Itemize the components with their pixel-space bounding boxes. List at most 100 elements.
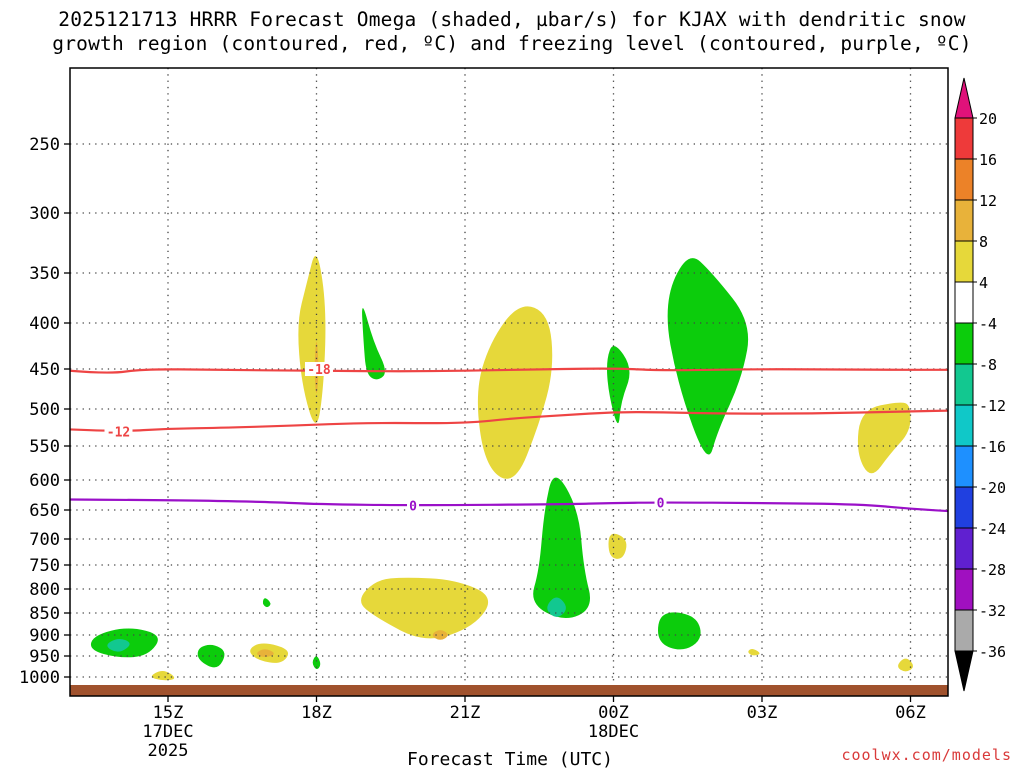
y-tick-label-700: 700 (29, 530, 60, 550)
omega-region-upward-9 (608, 533, 627, 559)
colorbar-bin--20-to--16 (954, 445, 974, 488)
omega-shading (90, 18, 913, 681)
contour-label-1: -12 (107, 426, 130, 441)
y-tick-label-450: 450 (29, 360, 60, 380)
omega-colorbar: 20 16 12 8 4 -4 -8 -12 -16 -20 -24 -28 -32 -36 (954, 77, 1006, 692)
omega-region-upward-0 (298, 256, 326, 423)
colorbar-bin--28-to--24 (954, 527, 974, 570)
colorbar-label-12: 12 (979, 192, 997, 210)
x-tick-label-00Z: 00Z (598, 703, 629, 723)
y-tick-label-500: 500 (29, 400, 60, 420)
omega-region-upward-22 (898, 658, 913, 672)
grid-lines (70, 68, 948, 696)
omega-region-upward-6 (857, 402, 911, 474)
colorbar-bin--36-to--32 (954, 609, 974, 652)
y-tick-label-550: 550 (29, 437, 60, 457)
contour-line--18 (70, 367, 948, 374)
colorbar-arrow-top (954, 77, 974, 119)
contour-label-2: 0 (409, 499, 417, 514)
omega-region-downward-2 (362, 308, 385, 380)
omega-region-upward-18 (151, 671, 175, 681)
contour-label-bg-2 (407, 498, 420, 513)
colorbar-bin--16-to--12 (954, 404, 974, 447)
colorbar-bin--24-to--20 (954, 486, 974, 529)
colorbar-bin-16-to-20 (954, 117, 974, 160)
omega-region-upward-21 (748, 648, 760, 656)
y-tick-label-1000: 1000 (19, 668, 60, 688)
terrain-ground (70, 685, 948, 696)
colorbar-bin-12-to-16 (954, 158, 974, 201)
y-tick-label-900: 900 (29, 626, 60, 646)
terrain-band (70, 685, 948, 696)
contour-label-bg-1 (104, 424, 133, 439)
contour-line-0 (70, 498, 948, 513)
y-tick-label-850: 850 (29, 604, 60, 624)
x-tick-label-03Z: 03Z (747, 703, 778, 723)
y-tick-label-600: 600 (29, 471, 60, 491)
contour-lines: -18 -12 0 0 (70, 362, 948, 514)
omega-region-downward-19 (262, 598, 271, 608)
colorbar-label--4: -4 (979, 315, 997, 333)
omega-region-downward-8 (547, 597, 566, 617)
credit-text[interactable]: coolwx.com/models (841, 746, 1012, 764)
omega-region-downward-23 (833, 18, 840, 34)
x-tick-date-00Z: 18DEC (588, 722, 639, 742)
colorbar-label--32: -32 (979, 602, 1006, 620)
contour-label-0: -18 (307, 363, 331, 378)
colorbar-bin--8-to--4 (954, 322, 974, 365)
omega-region-downward-5 (667, 258, 749, 455)
x-tick-label-15Z: 15Z (153, 703, 184, 723)
x-tick-label-21Z: 21Z (450, 703, 481, 723)
colorbar-label-16: 16 (979, 151, 997, 169)
colorbar-label--12: -12 (979, 397, 1006, 415)
colorbar-bin--32-to--28 (954, 568, 974, 611)
y-tick-label-650: 650 (29, 501, 60, 521)
omega-region-upward-10 (361, 577, 489, 639)
omega-region-downward-20 (312, 656, 321, 670)
contour-line--12 (70, 409, 948, 432)
contour-label-3: 0 (657, 496, 665, 511)
colorbar-label-20: 20 (979, 110, 997, 128)
contour-label-bg-0 (304, 362, 333, 376)
omega-region-upward-17 (257, 649, 274, 658)
omega-region-upward-11 (432, 630, 448, 640)
title-line-1: 2025121713 HRRR Forecast Omega (shaded, … (58, 8, 966, 31)
y-tick-label-250: 250 (29, 135, 60, 155)
colorbar-arrow-bottom (954, 650, 974, 692)
colorbar-label--8: -8 (979, 356, 997, 374)
plot-border (69, 67, 949, 697)
omega-region-downward-4 (607, 346, 630, 424)
colorbar-bin--12-to--8 (954, 363, 974, 406)
chart-title: 2025121713 HRRR Forecast Omega (shaded, … (0, 8, 1024, 56)
colorbar-bin-4-to-8 (954, 240, 974, 283)
y-tick-label-300: 300 (29, 204, 60, 224)
colorbar-bin--4-to-4 (954, 281, 974, 324)
title-line-2: growth region (contoured, red, ºC) and f… (52, 32, 972, 55)
colorbar-bin-8-to-12 (954, 199, 974, 242)
colorbar-label-4: 4 (979, 274, 988, 292)
colorbar-label-8: 8 (979, 233, 988, 251)
y-tick-label-950: 950 (29, 647, 60, 667)
omega-region-downward-15 (197, 644, 225, 668)
y-tick-label-400: 400 (29, 314, 60, 334)
omega-region-upward-3 (477, 306, 553, 479)
colorbar-label--28: -28 (979, 561, 1006, 579)
x-tick-date-15Z: 17DEC (142, 722, 193, 742)
x-tick-year-15Z: 2025 (148, 741, 189, 761)
y-tick-label-750: 750 (29, 556, 60, 576)
x-tick-label-06Z: 06Z (895, 703, 926, 723)
y-tick-label-350: 350 (29, 264, 60, 284)
omega-region-downward-14 (107, 638, 130, 652)
y-tick-label-800: 800 (29, 580, 60, 600)
contour-label-bg-3 (654, 495, 667, 510)
x-axis-title: Forecast Time (UTC) (407, 749, 613, 768)
colorbar-label--20: -20 (979, 479, 1006, 497)
colorbar-label--16: -16 (979, 438, 1006, 456)
colorbar-label--24: -24 (979, 520, 1006, 538)
pressure-axis: 2503003504004505005506006507007508008509… (19, 135, 70, 688)
x-tick-label-18Z: 18Z (301, 703, 332, 723)
omega-region-downward-12 (658, 612, 701, 650)
colorbar-label--36: -36 (979, 643, 1006, 661)
